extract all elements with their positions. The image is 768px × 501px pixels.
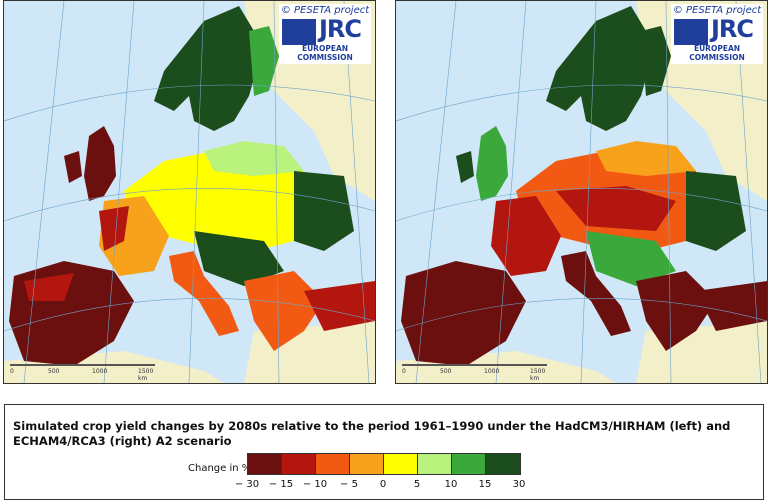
scale-label: 1000 (92, 368, 108, 375)
region-uk (84, 126, 116, 201)
scale-label: 500 (440, 368, 452, 375)
legend-swatch (486, 454, 520, 474)
region-danube (194, 231, 284, 286)
credit-project: © PESETA project (672, 5, 762, 16)
graticule (4, 1, 375, 383)
legend-title: Simulated crop yield changes by 2080s re… (13, 419, 731, 448)
map-right-svg (396, 1, 767, 383)
legend-swatch (418, 454, 452, 474)
region-turkey (304, 281, 375, 331)
scale-bar (10, 364, 155, 366)
legend-swatch (452, 454, 486, 474)
region-ukraine (686, 171, 746, 251)
region-baltic (204, 141, 304, 176)
scale-label: 0 (402, 368, 406, 375)
credit-org: EUROPEAN COMMISSION (689, 44, 745, 62)
map-right-echam4-rca3: © PESETA project JRC EUROPEAN COMMISSION… (395, 0, 768, 384)
legend-swatch (248, 454, 282, 474)
scale-label: 1500 km (138, 368, 154, 382)
region-finland (249, 26, 279, 96)
scale-label: 500 (48, 368, 60, 375)
legend-tick-label: 0 (379, 479, 387, 490)
eu-flag-icon (674, 19, 708, 45)
scale-bar-left: 0 500 1000 1500 km (10, 361, 155, 382)
legend-tick-label: − 15 (268, 479, 294, 490)
legend-tick-label: − 5 (340, 479, 358, 490)
credit-project: © PESETA project (280, 5, 370, 16)
region-uk (476, 126, 508, 201)
scale-label: 1500 km (530, 368, 546, 382)
legend-swatch (350, 454, 384, 474)
region-scandinavia (154, 6, 259, 131)
region-ireland (64, 151, 82, 183)
region-ireland (456, 151, 474, 183)
legend-tick-label: 30 (512, 479, 526, 490)
region-iberia-north (24, 273, 74, 301)
map-left-hadcm3-hirham: © PESETA project JRC EUROPEAN COMMISSION… (3, 0, 376, 384)
region-italy (561, 251, 631, 336)
legend-swatch (282, 454, 316, 474)
legend-caption: Change in % (188, 463, 252, 474)
legend-tick-label: − 30 (234, 479, 260, 490)
legend-swatches (247, 453, 521, 475)
credit-org: EUROPEAN COMMISSION (297, 44, 353, 62)
scale-bar (402, 364, 547, 366)
legend-swatch (384, 454, 418, 474)
region-france (491, 196, 561, 276)
region-finland (641, 26, 671, 96)
map-left-svg (4, 1, 375, 383)
legend-panel: Simulated crop yield changes by 2080s re… (4, 404, 764, 500)
region-iberia (401, 261, 526, 366)
region-scandinavia (546, 6, 651, 131)
jrc-logo: JRC (711, 15, 754, 43)
legend-tick-label: 15 (478, 479, 492, 490)
region-central (124, 151, 314, 251)
credit-badge-right: © PESETA project JRC EUROPEAN COMMISSION (671, 4, 763, 64)
region-ukraine (294, 171, 354, 251)
legend-tick-label: − 10 (302, 479, 328, 490)
legend-swatch (316, 454, 350, 474)
region-italy (169, 251, 239, 336)
eu-flag-icon (282, 19, 316, 45)
graticule (396, 1, 767, 383)
scale-bar-right: 0 500 1000 1500 km (402, 361, 547, 382)
legend-tick-label: 5 (413, 479, 421, 490)
region-turkey (696, 281, 767, 331)
region-baltic (596, 141, 696, 176)
scale-label: 0 (10, 368, 14, 375)
region-central-core (556, 186, 676, 231)
region-france-west (99, 206, 129, 251)
scale-label: 1000 (484, 368, 500, 375)
credit-badge-left: © PESETA project JRC EUROPEAN COMMISSION (279, 4, 371, 64)
legend-tick-label: 10 (444, 479, 458, 490)
jrc-logo: JRC (319, 15, 362, 43)
region-danube (586, 231, 676, 286)
